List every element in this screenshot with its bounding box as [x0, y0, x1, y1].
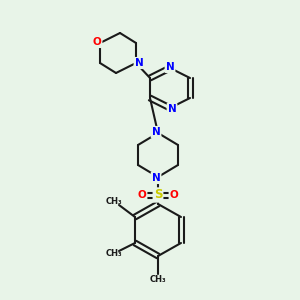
Text: N: N — [152, 127, 160, 137]
Text: N: N — [152, 173, 160, 183]
Text: O: O — [169, 190, 178, 200]
Text: CH₃: CH₃ — [106, 197, 122, 206]
Text: N: N — [168, 104, 176, 114]
Text: CH₃: CH₃ — [150, 275, 166, 284]
Text: N: N — [135, 58, 143, 68]
Text: S: S — [154, 188, 162, 202]
Text: N: N — [166, 62, 174, 72]
Text: CH₃: CH₃ — [106, 250, 122, 259]
Text: O: O — [93, 37, 101, 47]
Text: O: O — [138, 190, 146, 200]
